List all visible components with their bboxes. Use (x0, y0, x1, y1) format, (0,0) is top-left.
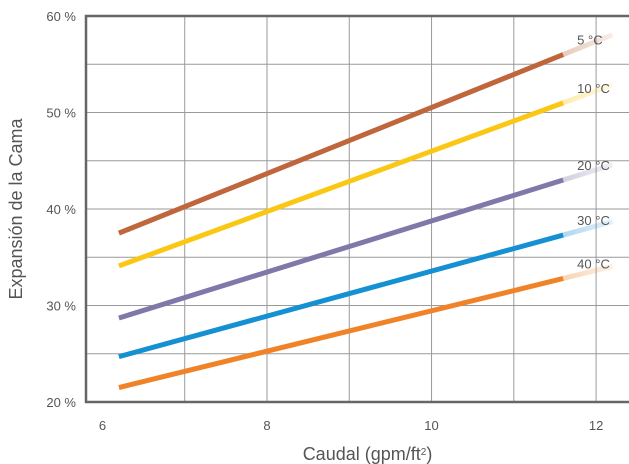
x-tick-label: 8 (263, 418, 270, 433)
series-line (118, 100, 565, 269)
x-axis-ticks: 6 8 10 12 (99, 418, 603, 433)
x-axis-title-sup: 2 (421, 447, 427, 458)
y-tick-label: 30 % (46, 299, 76, 314)
y-tick-label: 40 % (46, 202, 76, 217)
series-label: 20 °C (577, 158, 610, 173)
y-axis-ticks: 20 % 30 % 40 % 50 % 60 % (46, 9, 76, 410)
series-label: 10 °C (577, 81, 610, 96)
series-labels: 5 °C 10 °C 20 °C 30 °C 40 °C (577, 33, 610, 272)
series-lines (117, 32, 614, 390)
x-tick-label: 10 (424, 418, 438, 433)
series-line-extension (562, 219, 614, 238)
series-label: 5 °C (577, 33, 602, 48)
x-tick-label: 6 (99, 418, 106, 433)
series-line (118, 177, 564, 321)
y-tick-label: 20 % (46, 395, 76, 410)
series-line (118, 232, 564, 360)
series-line-extension (562, 162, 614, 183)
series-line-extension (562, 82, 614, 106)
y-tick-label: 60 % (46, 9, 76, 24)
series-label: 30 °C (577, 213, 610, 228)
series-line-extension (562, 32, 614, 57)
series-line-extension (562, 263, 614, 281)
x-tick-label: 12 (589, 418, 603, 433)
x-axis-title-close: ) (426, 444, 432, 464)
x-axis-title: Caudal (gpm/ft2) (303, 444, 433, 464)
plot-frame (84, 14, 629, 404)
series-label: 40 °C (577, 256, 610, 271)
series-line (118, 276, 564, 390)
y-axis-title: Expansión de la Cama (6, 117, 26, 299)
y-tick-label: 50 % (46, 106, 76, 121)
series-line (117, 52, 565, 236)
x-axis-title-main: Caudal (gpm/ft (303, 444, 421, 464)
